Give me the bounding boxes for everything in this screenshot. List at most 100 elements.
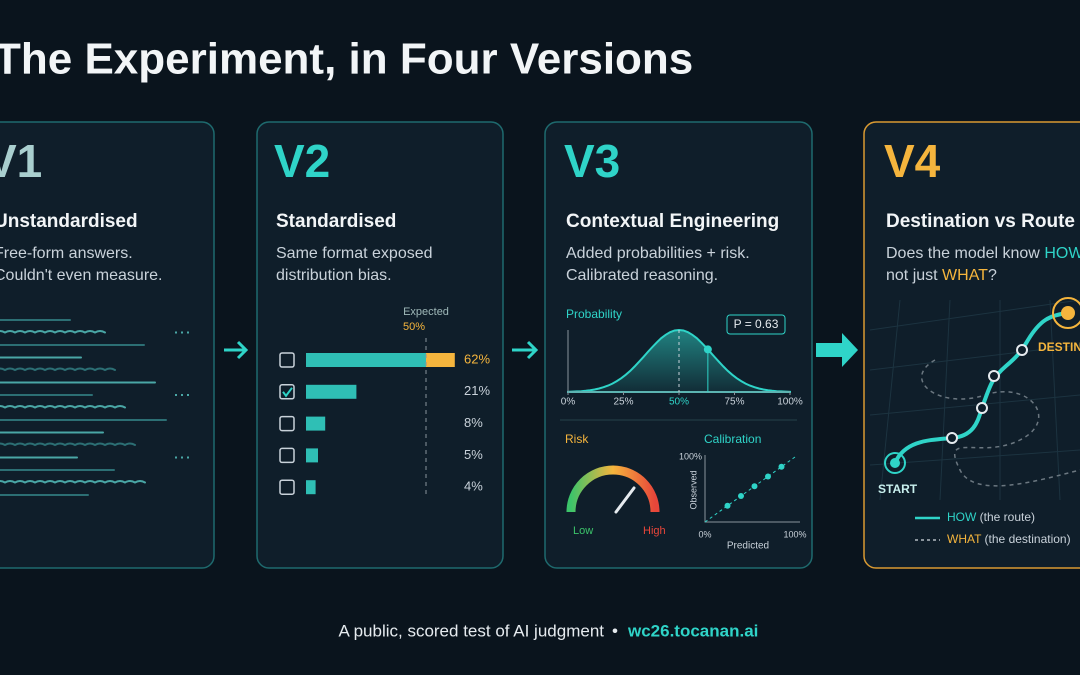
text: (the route) — [976, 510, 1035, 524]
scribble — [0, 442, 136, 447]
y-tick-label: 100% — [679, 451, 702, 461]
text: Does the model know — [886, 245, 1044, 262]
bar — [306, 448, 318, 463]
marker-label: P = 0.63 — [734, 317, 779, 331]
node — [976, 402, 988, 414]
destination-ring — [1052, 297, 1080, 329]
text: (the destination) — [981, 532, 1070, 546]
x-tick-label: 0% — [561, 397, 576, 408]
checkbox — [279, 479, 295, 495]
panel-description: Couldn't even measure. — [0, 267, 162, 284]
legend-entry: HOW (the route) — [947, 510, 1035, 524]
x-tick-label: 0% — [698, 529, 711, 539]
checkmark — [282, 387, 293, 398]
page-title: The Experiment, in Four Versions — [0, 35, 693, 84]
gauge-needle — [614, 486, 636, 514]
calibration-point — [765, 473, 771, 480]
y-axis-label: Observed — [688, 470, 698, 509]
chart-title: Probability — [566, 307, 622, 321]
calibration-point — [738, 493, 744, 499]
footer-text: A public, scored test of AI judgment — [338, 621, 604, 640]
panel-heading: Standardised — [276, 211, 396, 232]
map-grid — [869, 299, 1080, 501]
calibration-point — [778, 463, 785, 470]
version-label: V3 — [564, 135, 620, 187]
text: ? — [988, 267, 997, 284]
start-label: START — [878, 482, 918, 496]
scribble — [0, 330, 106, 334]
route-nodes — [946, 344, 1028, 444]
destination-point — [1061, 306, 1075, 320]
value-label: 5% — [464, 447, 483, 462]
node — [988, 370, 1000, 382]
x-tick-label: 25% — [613, 397, 633, 408]
calibration-chart: 100% 0% 100% Observed Predicted — [679, 451, 807, 551]
bar-excess — [426, 353, 455, 367]
arrow — [512, 340, 539, 360]
scribble — [0, 405, 126, 409]
bar — [306, 416, 326, 431]
risk-gauge — [566, 465, 660, 513]
free-form-lines — [0, 319, 190, 496]
node — [1016, 344, 1028, 356]
reference-title: Expected — [403, 306, 449, 318]
value-label: 4% — [464, 479, 483, 494]
chart-title: Risk — [565, 432, 589, 446]
panel-description: distribution bias. — [276, 267, 392, 284]
checkbox — [279, 384, 295, 400]
legend-entry: WHAT (the destination) — [947, 532, 1071, 546]
x-tick-label: 50% — [669, 397, 689, 408]
gauge-high-label: High — [643, 525, 666, 537]
text: not just — [886, 267, 942, 284]
x-axis-label: Predicted — [727, 541, 769, 552]
grid-line — [869, 299, 1080, 466]
panel-description: not just WHAT? — [886, 267, 997, 284]
start-ring — [884, 452, 906, 474]
highlight: WHAT — [942, 267, 988, 284]
grid-line — [879, 299, 1061, 501]
route-path — [893, 311, 1070, 465]
value-label: 62% — [464, 351, 490, 366]
card-v4 — [863, 121, 1080, 569]
panel-description: Calibrated reasoning. — [566, 267, 718, 284]
arrow — [816, 333, 858, 367]
footer-link[interactable]: wc26.tocanan.ai — [627, 621, 758, 640]
scribble — [0, 480, 146, 484]
arrows — [224, 340, 539, 360]
bias-chart: 62% 21% 8% 5% 4% Expected 50% — [279, 306, 490, 498]
panel-heading: Destination vs Route — [886, 211, 1075, 232]
scribble — [0, 367, 116, 372]
x-tick-label: 75% — [724, 397, 744, 408]
start-point — [890, 458, 900, 468]
x-tick-label: 100% — [783, 529, 806, 539]
panel-heading: Unstandardised — [0, 211, 138, 232]
calibration-point — [724, 502, 731, 509]
probability-chart: 0% 25% 50% 75% 100% P = 0.63 — [561, 314, 803, 408]
panel-description: Added probabilities + risk. — [566, 245, 750, 262]
footer-separator: • — [612, 621, 618, 640]
destination-path — [920, 359, 1080, 487]
bar — [306, 384, 357, 399]
destination-label: DESTINATION — [1038, 340, 1080, 354]
checkbox — [279, 447, 295, 464]
version-label: V1 — [0, 135, 42, 187]
bar — [306, 480, 316, 495]
highlight: HOW — [1044, 245, 1080, 262]
panel-description: Same format exposed — [276, 245, 433, 262]
version-label: V2 — [274, 135, 330, 187]
text: HOW — [947, 510, 977, 524]
panel-heading: Contextual Engineering — [566, 211, 779, 232]
checkbox — [279, 415, 295, 432]
chart-title: Calibration — [704, 432, 761, 446]
marker-box — [726, 314, 786, 335]
bar — [306, 353, 426, 367]
node — [946, 432, 958, 444]
value-label: 21% — [464, 383, 490, 398]
value-label: 8% — [464, 415, 483, 430]
version-label: V4 — [884, 135, 941, 187]
arrow — [224, 340, 249, 360]
marker — [703, 345, 712, 354]
checkbox — [279, 352, 295, 368]
